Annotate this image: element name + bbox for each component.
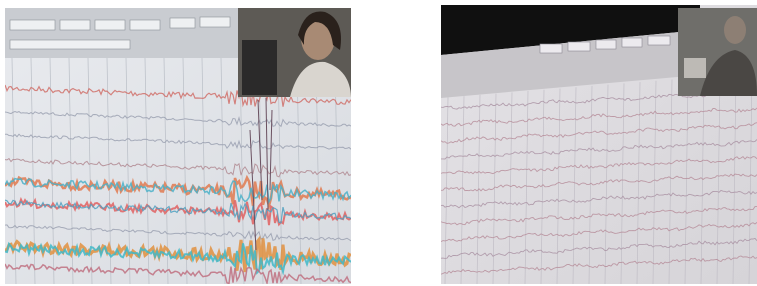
video-face xyxy=(724,16,746,44)
video-object xyxy=(242,40,277,95)
scene xyxy=(0,0,757,286)
page: (() => { const data = JSON.parse(documen… xyxy=(0,0,757,286)
right-photo xyxy=(441,5,757,284)
video-object xyxy=(684,58,706,78)
toolbar xyxy=(5,8,245,58)
left-photo xyxy=(5,5,351,284)
